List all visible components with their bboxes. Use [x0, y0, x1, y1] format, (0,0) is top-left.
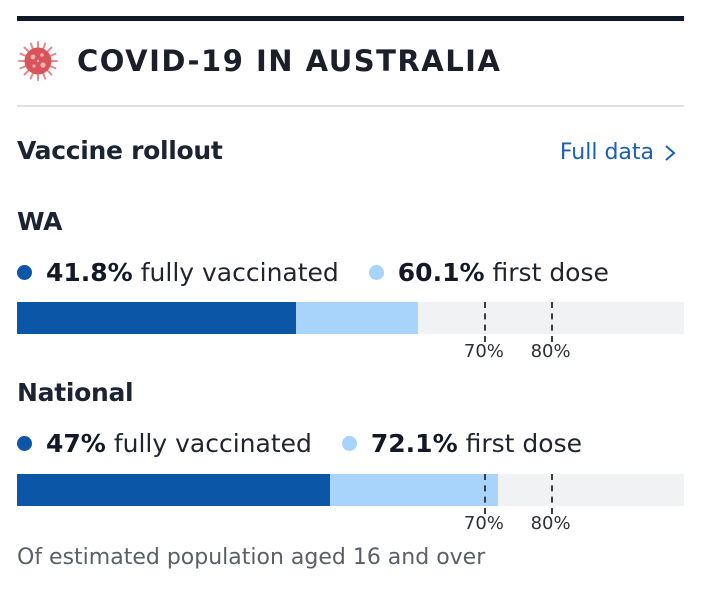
target-marker-70: [483, 474, 486, 514]
target-marker-80: [550, 474, 553, 514]
target-marker-70: [483, 302, 486, 342]
fully-vaccinated-fill: [17, 302, 296, 334]
fully-vaccinated-value: 47%: [46, 429, 106, 458]
fully-vaccinated-dot: [17, 436, 32, 451]
target-label-70: 70%: [463, 513, 504, 534]
region-name-national: National: [17, 378, 134, 407]
footnote: Of estimated population aged 16 and over: [17, 545, 486, 570]
top-rule: [17, 16, 684, 21]
chevron-right-icon: [665, 144, 676, 161]
widget-title: COVID-19 IN AUSTRALIA: [77, 44, 502, 78]
virus-icon: [18, 41, 58, 81]
first-dose-value: 72.1%: [370, 429, 458, 458]
first-dose-label: first dose: [465, 429, 582, 458]
target-label-70: 70%: [463, 341, 504, 362]
widget-header: COVID-19 IN AUSTRALIA: [17, 38, 501, 84]
full-data-link-label: Full data: [559, 140, 654, 165]
fully-vaccinated-dot: [17, 265, 32, 280]
section-title: Vaccine rollout: [17, 136, 223, 165]
first-dose-value: 60.1%: [397, 258, 485, 287]
fully-vaccinated-label: fully vaccinated: [113, 429, 312, 458]
first-dose-label: first dose: [492, 258, 609, 287]
full-data-link[interactable]: Full data: [560, 140, 676, 165]
header-divider: [17, 105, 684, 107]
target-label-80: 80%: [530, 341, 571, 362]
fully-vaccinated-fill: [17, 474, 331, 506]
progress-bar-national: 70% 80%: [17, 474, 684, 534]
region-name-wa: WA: [17, 207, 63, 236]
target-marker-80: [550, 302, 553, 342]
fully-vaccinated-value: 41.8%: [46, 258, 133, 287]
first-dose-dot: [368, 265, 384, 280]
target-label-80: 80%: [530, 513, 571, 534]
legend-national: 47% fully vaccinated 72.1% first dose: [17, 429, 582, 458]
first-dose-dot: [341, 436, 357, 451]
legend-wa: 41.8% fully vaccinated 60.1% first dose: [17, 258, 609, 287]
progress-bar-wa: 70% 80%: [17, 302, 684, 362]
fully-vaccinated-label: fully vaccinated: [140, 258, 339, 287]
